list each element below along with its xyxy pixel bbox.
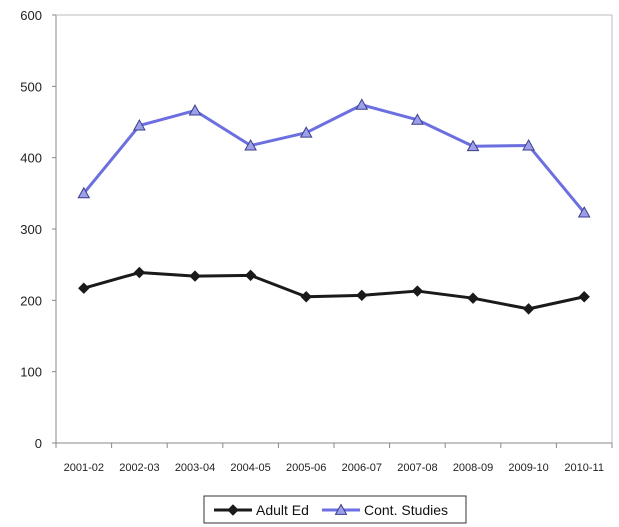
y-tick-label: 600	[20, 8, 42, 23]
legend-item: Adult Ed	[214, 502, 309, 518]
legend-items: Adult Ed Cont. Studies	[214, 502, 448, 518]
x-axis-ticks: 2001-02 2002-03 2003-04 2004-05 2005-06 2006-…	[55, 443, 613, 474]
data-point	[411, 113, 424, 125]
x-tick-label: 2006-07	[342, 462, 382, 474]
legend-label: Adult Ed	[256, 502, 309, 518]
data-point	[466, 139, 480, 152]
data-point	[467, 292, 479, 304]
data-point	[188, 104, 202, 116]
data-point	[77, 186, 91, 199]
y-tick-label: 400	[20, 151, 42, 166]
data-point	[522, 139, 535, 151]
data-point	[244, 139, 257, 151]
data-point	[355, 98, 369, 110]
x-tick-label: 2005-06	[286, 462, 326, 474]
series-line	[82, 103, 586, 214]
data-point	[299, 126, 313, 138]
data-point	[133, 266, 146, 279]
plot-area	[55, 14, 613, 444]
data-point	[522, 303, 535, 315]
x-tick-label: 2009-10	[508, 462, 548, 474]
series-layer	[77, 98, 591, 315]
data-point	[578, 291, 590, 303]
x-tick-label: 2008-09	[453, 462, 493, 474]
x-tick-label: 2003-04	[175, 462, 215, 474]
data-point	[78, 282, 90, 294]
legend-item: Cont. Studies	[322, 502, 448, 518]
data-point	[356, 289, 368, 302]
legend: Adult Ed Cont. Studies	[203, 495, 467, 524]
series-adult-ed	[78, 266, 590, 315]
x-tick-label: 2007-08	[397, 462, 437, 474]
x-tick-label: 2001-02	[64, 462, 104, 474]
x-tick-label: 2002-03	[119, 462, 159, 474]
legend-swatch-marker	[227, 504, 239, 516]
legend-label: Cont. Studies	[364, 502, 448, 518]
y-tick-label: 500	[20, 79, 42, 94]
y-tick-label: 300	[20, 222, 42, 237]
data-point	[244, 269, 257, 282]
legend-swatch-marker	[334, 503, 348, 515]
data-point	[133, 119, 146, 131]
data-point	[300, 291, 312, 303]
y-tick-label: 200	[20, 293, 42, 308]
y-axis-ticks: 0 100 200 300 400 500 600	[20, 8, 56, 451]
y-tick-label: 100	[20, 365, 42, 380]
y-tick-label: 0	[35, 436, 42, 451]
series-line	[83, 271, 585, 311]
data-point	[411, 285, 424, 297]
data-point	[577, 206, 591, 218]
data-point	[189, 270, 201, 282]
x-tick-label: 2010-11	[564, 462, 604, 474]
x-tick-label: 2004-05	[230, 462, 270, 474]
series-cont-studies	[77, 98, 591, 218]
